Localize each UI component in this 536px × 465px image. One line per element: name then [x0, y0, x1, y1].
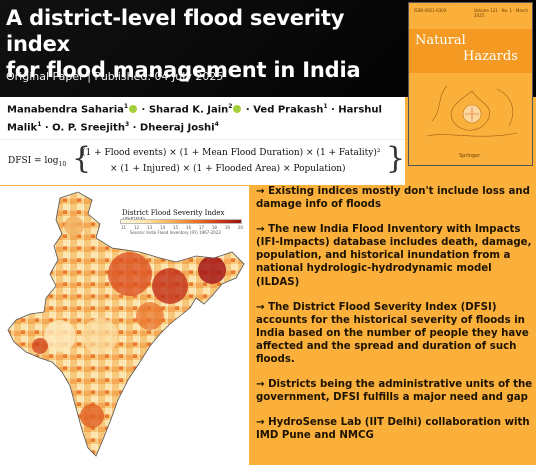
- left-brace: {: [72, 141, 92, 176]
- dfsi-map-panel: District Flood Severity Index (DFSI) 111…: [0, 186, 249, 465]
- cover-band: [409, 29, 532, 73]
- author-affiliation: 1: [323, 103, 328, 110]
- orcid-icon[interactable]: [129, 105, 138, 114]
- colorbar-tick: 14: [159, 225, 166, 230]
- colorbar-tick: 13: [146, 225, 153, 230]
- author-affiliation: 2: [228, 103, 233, 110]
- colorbar-tick: 20: [237, 225, 243, 230]
- author-affiliation: 3: [124, 121, 130, 129]
- author-affiliation: 4: [214, 121, 219, 129]
- author-block: Manabendra Saharia1 · Sharad K. Jain2 · …: [0, 97, 405, 139]
- author-separator: ·: [242, 104, 254, 116]
- colorbar-tick: 12: [133, 225, 140, 230]
- cover-artwork: [426, 85, 518, 137]
- colorbar-tick: 11: [121, 225, 127, 230]
- author-separator: ·: [41, 122, 53, 134]
- key-point: → HydroSense Lab (IIT Delhi) collaborati…: [256, 417, 530, 442]
- author-name[interactable]: Ved Prakash: [253, 104, 324, 116]
- cover-volume: Volume 121 · No. 1 · March 2025: [474, 8, 529, 18]
- author-name[interactable]: Manabendra Saharia: [7, 104, 124, 116]
- author-affiliation: 1: [123, 103, 129, 110]
- map-source: Source: India Flood Inventory (IFI) 1967…: [130, 230, 221, 235]
- formula-line-1: (1 + Flood events) × (1 + Mean Flood Dur…: [82, 148, 381, 158]
- key-point: → Districts being the administrative uni…: [256, 379, 533, 404]
- paper-title: A district-level flood severity index fo…: [6, 5, 401, 83]
- colorbar-ticks: 11 12 13 14 15 16 17 18 19 20: [121, 225, 243, 230]
- author-name[interactable]: Harshul Malik: [7, 104, 382, 134]
- author-name[interactable]: Sharad K. Jain: [148, 104, 229, 116]
- colorbar-tick: 17: [198, 225, 204, 230]
- orcid-icon[interactable]: [233, 105, 242, 114]
- cover-publisher: Springer: [459, 153, 481, 159]
- key-point: → The District Flood Severity Index (DFS…: [256, 301, 529, 366]
- colorbar-tick: 19: [224, 225, 230, 230]
- title-line-1: A district-level flood severity index: [6, 6, 345, 56]
- key-point: → Existing indices mostly don't include …: [256, 186, 530, 211]
- colorbar-tick: 15: [172, 225, 179, 230]
- cover-issn: ISSN 0921-030X: [414, 8, 447, 13]
- colorbar-tick: 16: [185, 225, 192, 230]
- title-line-2: for flood management in India: [6, 58, 361, 82]
- formula-line-2: × (1 + Injured) × (1 + Flooded Area) × P…: [110, 164, 346, 174]
- cover-journal-natural: Natural: [415, 33, 466, 48]
- cover-journal-hazards: Hazards: [463, 49, 518, 64]
- right-brace: }: [386, 141, 406, 176]
- author-list: Manabendra Saharia1 · Sharad K. Jain2 · …: [7, 99, 402, 136]
- author-name[interactable]: Dheeraj Joshi: [139, 122, 215, 134]
- map-colorbar: 11 12 13 14 15 16 17 18 19 20: [120, 219, 243, 230]
- author-affiliation: 1: [37, 121, 42, 129]
- colorbar-tick: 18: [211, 225, 217, 230]
- author-separator: ·: [138, 104, 149, 116]
- formula-lhs: DFSI = log10: [8, 156, 67, 168]
- key-point: → The new India Flood Inventory with Imp…: [256, 224, 532, 288]
- india-district-map: [7, 191, 245, 457]
- author-separator: ·: [327, 104, 339, 116]
- paper-meta: Original Paper | Published: 04 July 2025: [6, 70, 224, 83]
- author-separator: ·: [129, 122, 140, 134]
- journal-cover: ISSN 0921-030X Volume 121 · No. 1 · Marc…: [408, 2, 533, 166]
- author-name[interactable]: O. P. Sreejith: [52, 122, 125, 134]
- key-points: → Existing indices mostly don't include …: [256, 185, 534, 443]
- dfsi-formula: DFSI = log10 { (1 + Flood events) × (1 +…: [0, 139, 405, 185]
